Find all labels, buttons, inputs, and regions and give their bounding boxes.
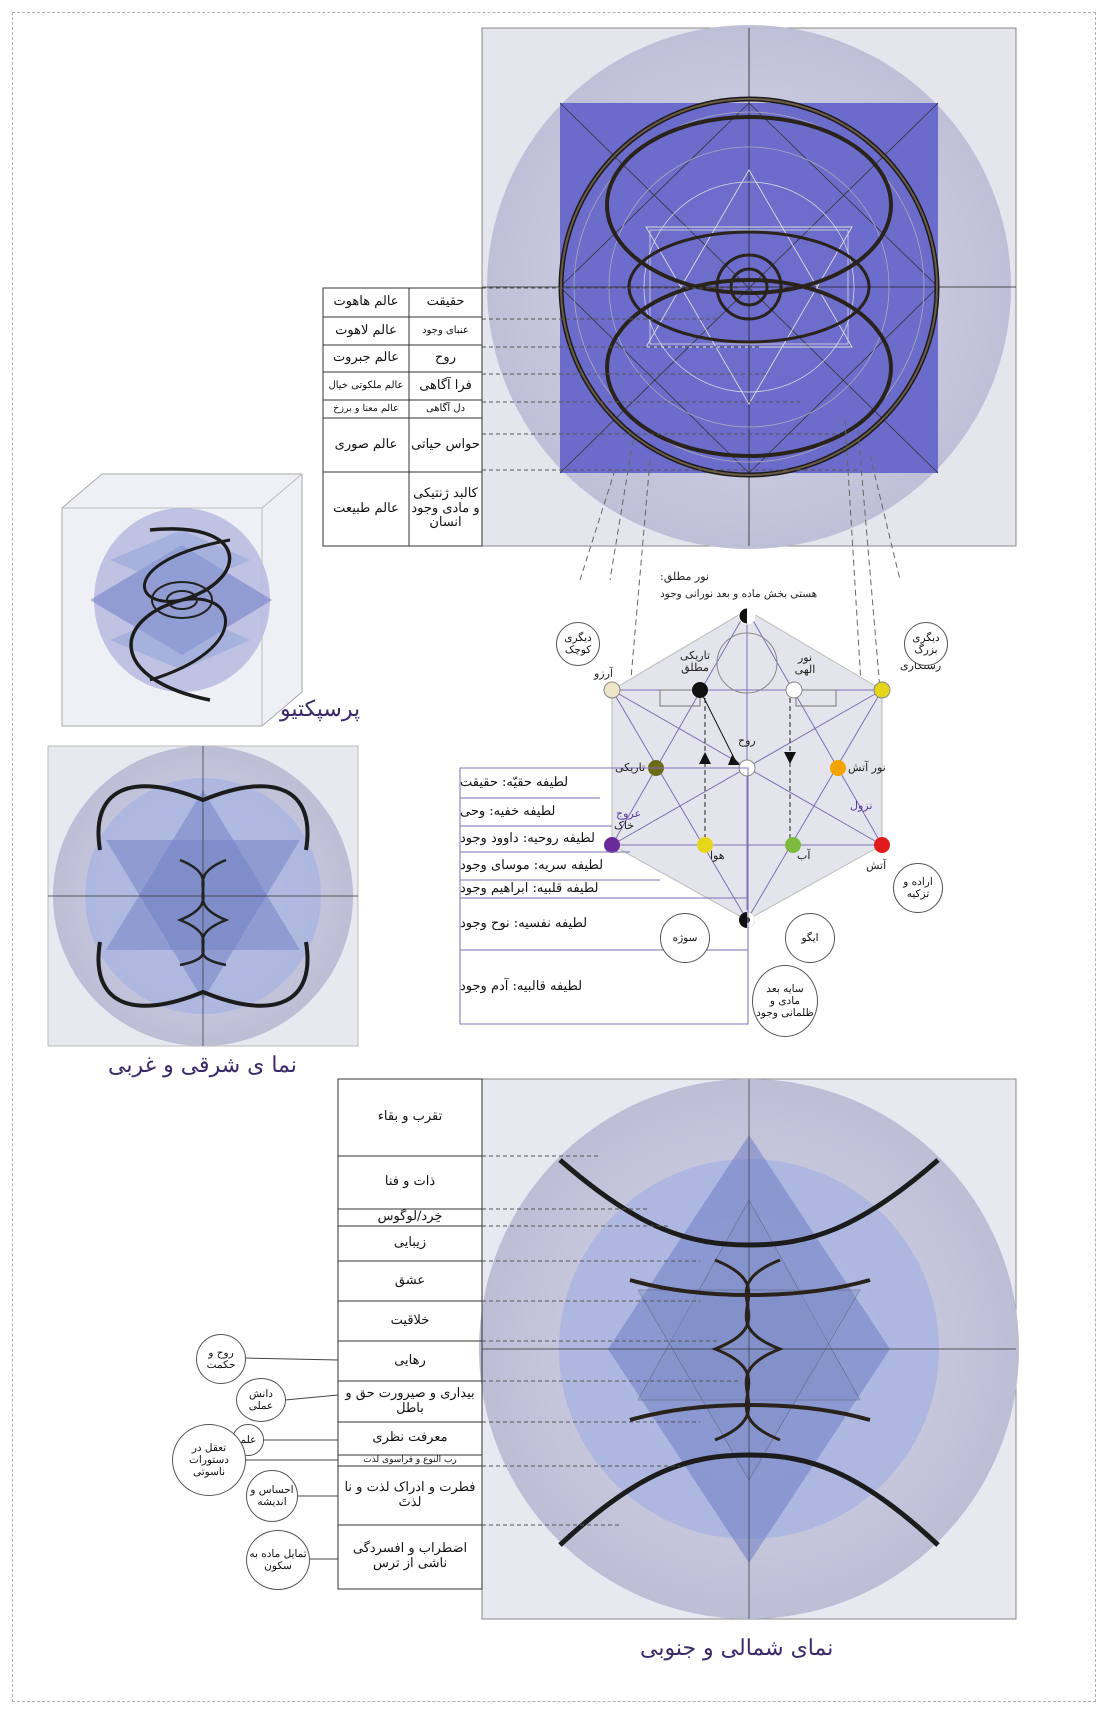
hex-label-noor-atash: نور آتش xyxy=(848,762,886,774)
top-table-left-0: عالم هاهوت xyxy=(323,288,409,317)
latifeh-row-5: لطیفه نفسیه: نوح وجود xyxy=(460,898,640,950)
hex-label-tariki: تاریکی xyxy=(615,762,645,774)
hex-label-hava: هوا xyxy=(710,850,725,862)
top-table-right-1: عنبای وجود xyxy=(409,317,482,345)
caption-north-south: نمای شمالی و جنوبی xyxy=(640,1636,833,1661)
bubble-danesh-amali: دانش عملی xyxy=(236,1378,286,1422)
hex-label-arezoo: آرزو xyxy=(594,668,613,680)
bottom-row-10: فطرت و ادراک لذت و نا لذتَ xyxy=(338,1466,482,1525)
east-west-elevation xyxy=(48,746,358,1046)
top-table-left-2: عالم جبروت xyxy=(323,345,409,372)
north-south-elevation xyxy=(479,1079,1019,1619)
hex-label-ab: آب xyxy=(797,850,810,862)
hex-label-rooh: روح xyxy=(738,735,756,747)
bottom-row-9: رب النوع و فراسوی لذت xyxy=(338,1455,482,1466)
top-table-left-5: عالم صوری xyxy=(323,418,409,472)
caption-east-west: نما ی شرقی و غربی xyxy=(108,1053,297,1078)
bubble-ehsas: احساس و اندیشه xyxy=(246,1470,298,1522)
bottom-row-5: خلاقیت xyxy=(338,1301,482,1341)
bottom-row-7: بیداری و صیرورت حق و باطل xyxy=(338,1381,482,1422)
bubble-will: اراده و تزکیه xyxy=(893,863,943,913)
bubble-tamayol: تمایل ماده به سکون xyxy=(246,1530,310,1590)
perspective-model xyxy=(62,474,302,726)
bottom-row-4: عشق xyxy=(338,1261,482,1301)
bubble-ego: ایگو xyxy=(785,913,835,963)
hex-top-sublabel: هستی بخش ماده و بعد نورانی وجود xyxy=(660,589,817,601)
caption-perspective: پرسپکتیو xyxy=(280,697,360,722)
bubble-rooh-hekmat: روح و حکمت xyxy=(196,1334,246,1384)
top-table-right-4: دل آگاهی xyxy=(409,400,482,418)
latifeh-row-6: لطیفه قالبیه: آدم وجود xyxy=(460,950,640,1024)
bottom-row-2: خِرد/لوگوس xyxy=(338,1209,482,1226)
bottom-row-8: معرفت نظری xyxy=(338,1422,482,1455)
bubble-soozeh: سوژه xyxy=(660,913,710,963)
latifeh-row-3: لطیفه سریه: موسای وجود xyxy=(460,852,630,880)
top-table-right-3: فرا آگاهی xyxy=(409,372,482,400)
hex-top-label: نور مطلق: xyxy=(660,571,709,583)
bottom-row-0: تقرب و بقاء xyxy=(338,1079,482,1156)
top-table-left-6: عالم طبیعت xyxy=(323,472,409,546)
top-table-left-4: عالم معنا و برزخ xyxy=(323,400,409,418)
hex-label-divine-light: نور الهی xyxy=(790,652,820,676)
top-table-left-3: عالم ملکوتی خیال xyxy=(323,372,409,400)
top-table-right-2: روح xyxy=(409,345,482,372)
hex-label-atash: آتش xyxy=(866,860,886,872)
bottom-row-11: اضطراب و افسردگی ناشی از ترس xyxy=(338,1525,482,1589)
top-table-left-1: عالم لاهوت xyxy=(323,317,409,345)
hex-label-nozool: نزول xyxy=(850,800,872,812)
bubble-taaqol: تعقل در دستورات ناسوتی xyxy=(172,1424,246,1496)
bottom-row-3: زیبایی xyxy=(338,1226,482,1261)
latifeh-row-4: لطیفه قلبیه: ابراهیم وجود xyxy=(460,880,630,898)
bubble-small-other: دیگری کوچک xyxy=(556,622,600,666)
latifeh-row-2: لطیفه روحیه: داوود وجود xyxy=(460,826,610,852)
bottom-row-1: ذات و فنا xyxy=(338,1156,482,1209)
hex-label-absolute-dark: تاریکی مطلق xyxy=(670,650,720,674)
latifeh-row-1: لطیفه خفیه: وحی xyxy=(460,798,610,826)
latifeh-row-0: لطیفه حقیّه: حقیقت xyxy=(460,768,600,798)
top-table-right-5: حواس حیاتی xyxy=(409,418,482,472)
top-table-right-6: کالبد ژنتیکی و مادی وجود انسان xyxy=(409,472,482,546)
top-table-right-0: حقیقت xyxy=(409,288,482,317)
hex-label-khak: خاک xyxy=(614,820,634,832)
bubble-big-other: دیگری بزرگ xyxy=(904,622,948,666)
bubble-shadow: سایه بعد مادی و ظلمانی وجود xyxy=(752,965,818,1037)
bottom-row-6: رهایی xyxy=(338,1341,482,1381)
